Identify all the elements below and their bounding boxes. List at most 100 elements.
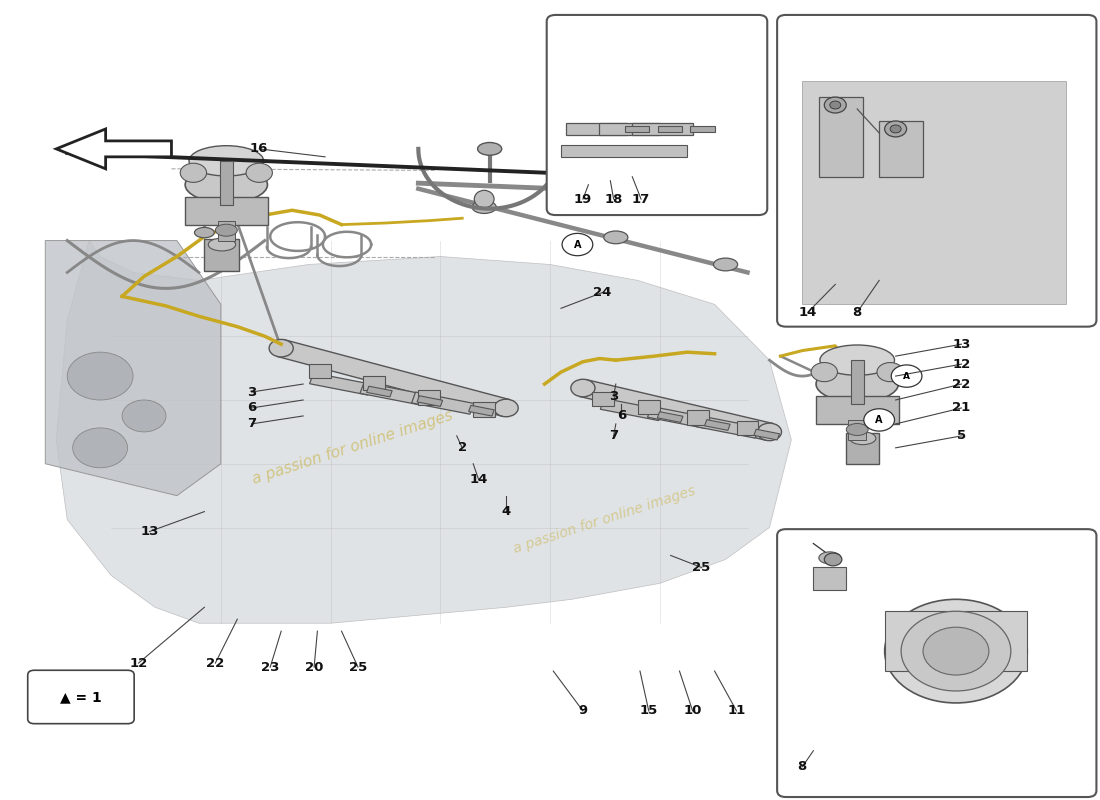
Bar — [688, 410, 710, 425]
Bar — [566, 123, 627, 134]
Ellipse shape — [474, 190, 494, 208]
Text: 14: 14 — [470, 474, 488, 486]
Text: 21: 21 — [953, 402, 970, 414]
Bar — [754, 430, 780, 440]
Circle shape — [67, 352, 133, 400]
Text: 20: 20 — [305, 661, 323, 674]
Text: 16: 16 — [250, 142, 268, 155]
FancyBboxPatch shape — [777, 529, 1097, 797]
Bar — [218, 221, 235, 241]
Text: 23: 23 — [261, 661, 279, 674]
Text: A: A — [903, 371, 910, 381]
Circle shape — [824, 97, 846, 113]
Bar — [561, 145, 688, 157]
Text: 22: 22 — [206, 657, 224, 670]
Bar — [363, 376, 385, 390]
Circle shape — [571, 379, 595, 397]
Bar — [850, 360, 864, 404]
Bar — [848, 420, 866, 440]
Text: A: A — [876, 415, 883, 425]
Text: 10: 10 — [683, 705, 702, 718]
Text: 2: 2 — [458, 442, 466, 454]
Text: 8: 8 — [798, 760, 807, 774]
Ellipse shape — [185, 167, 267, 202]
Bar — [884, 611, 1027, 671]
Bar — [473, 402, 495, 417]
Text: 17: 17 — [631, 193, 650, 206]
Circle shape — [122, 400, 166, 432]
Text: 7: 7 — [609, 430, 618, 442]
Bar — [469, 406, 494, 416]
Circle shape — [884, 599, 1027, 703]
Text: 3: 3 — [609, 390, 618, 402]
Text: 13: 13 — [141, 525, 158, 538]
Circle shape — [494, 399, 518, 417]
Bar — [879, 121, 923, 177]
Ellipse shape — [846, 423, 868, 435]
Circle shape — [864, 409, 894, 431]
Ellipse shape — [604, 231, 628, 244]
Ellipse shape — [849, 432, 876, 445]
Circle shape — [562, 234, 593, 256]
Bar — [600, 123, 660, 134]
Ellipse shape — [549, 142, 573, 155]
Text: a passion for online images: a passion for online images — [251, 408, 454, 487]
Circle shape — [811, 362, 837, 382]
Polygon shape — [56, 241, 791, 623]
Circle shape — [73, 428, 128, 468]
Text: 6: 6 — [246, 402, 256, 414]
Bar — [625, 126, 649, 132]
Bar — [813, 567, 846, 590]
Text: 9: 9 — [579, 705, 587, 718]
FancyBboxPatch shape — [777, 15, 1097, 326]
Bar — [277, 340, 510, 416]
Polygon shape — [45, 241, 221, 496]
Circle shape — [877, 362, 903, 382]
Bar — [802, 81, 1066, 304]
Bar — [846, 434, 879, 464]
Polygon shape — [56, 129, 172, 169]
Text: a passion for online images: a passion for online images — [513, 483, 697, 556]
Bar — [648, 406, 710, 429]
Ellipse shape — [195, 227, 214, 238]
Bar — [360, 382, 422, 405]
Text: 8: 8 — [852, 306, 861, 319]
Circle shape — [824, 553, 842, 566]
Text: 22: 22 — [953, 378, 970, 390]
Ellipse shape — [208, 238, 235, 251]
Bar — [185, 197, 268, 225]
Bar — [309, 364, 331, 378]
Text: 15: 15 — [639, 705, 658, 718]
Ellipse shape — [818, 552, 840, 564]
Bar — [411, 392, 474, 414]
Bar — [205, 239, 240, 271]
Ellipse shape — [216, 224, 238, 236]
Bar — [592, 392, 614, 406]
Bar — [815, 396, 899, 424]
Ellipse shape — [650, 190, 670, 208]
Text: 11: 11 — [727, 705, 746, 718]
Bar — [601, 398, 662, 421]
Ellipse shape — [816, 366, 899, 402]
Text: 13: 13 — [953, 338, 970, 350]
Bar — [580, 380, 773, 440]
FancyBboxPatch shape — [547, 15, 767, 215]
Circle shape — [890, 125, 901, 133]
Text: 18: 18 — [605, 193, 623, 206]
Bar — [418, 390, 440, 405]
Circle shape — [829, 101, 840, 109]
Text: 4: 4 — [502, 505, 510, 518]
Bar — [818, 97, 862, 177]
Text: 12: 12 — [953, 358, 970, 370]
Ellipse shape — [714, 258, 738, 271]
Text: ▲ = 1: ▲ = 1 — [60, 690, 102, 704]
Ellipse shape — [477, 142, 502, 155]
Text: 3: 3 — [246, 386, 256, 398]
FancyBboxPatch shape — [28, 670, 134, 724]
Bar — [737, 421, 759, 435]
Circle shape — [923, 627, 989, 675]
Bar — [417, 396, 442, 406]
Ellipse shape — [472, 201, 496, 214]
Circle shape — [270, 339, 294, 357]
Text: 24: 24 — [594, 286, 612, 299]
